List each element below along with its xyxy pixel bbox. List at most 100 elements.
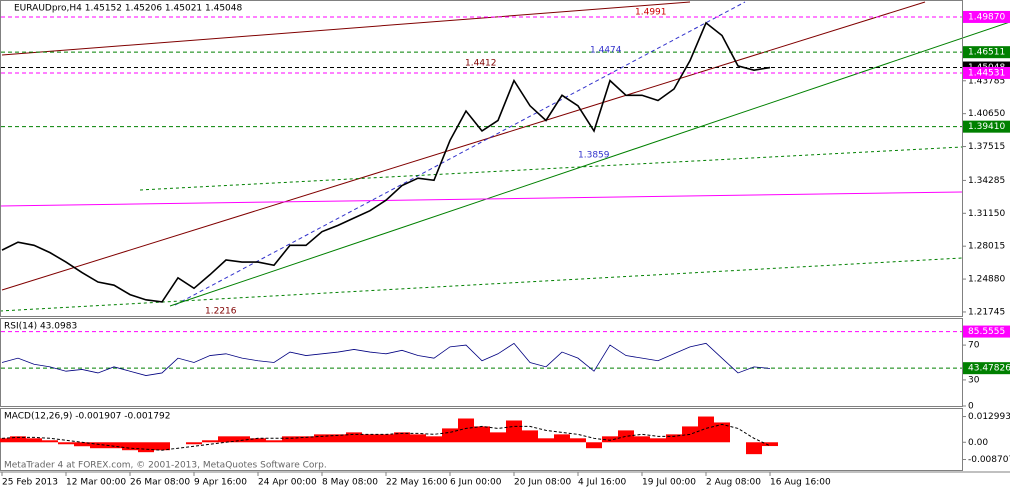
x-tick-label: 22 May 16:00	[386, 478, 448, 488]
price-annotation: 1.2216	[205, 307, 237, 317]
level-label: 1.44531	[968, 68, 1005, 78]
histogram-bar	[106, 442, 122, 449]
histogram-bar	[394, 432, 410, 443]
panel-frame	[0, 318, 963, 407]
y-tick-label: 1.21745	[968, 307, 1005, 317]
y-tick-label: 1.37515	[968, 142, 1005, 152]
signal-line	[1, 423, 771, 451]
histogram-bar	[234, 436, 250, 443]
histogram-bar	[330, 434, 346, 443]
histogram-bar	[746, 442, 762, 455]
level-badge	[963, 362, 1010, 375]
level-badge	[963, 120, 1010, 133]
y-tick-label: 70	[968, 341, 980, 351]
y-tick-label: 1.24880	[968, 275, 1005, 285]
x-tick-label: 24 Apr 00:00	[258, 478, 317, 488]
x-tick-label: 25 Feb 2013	[2, 478, 58, 488]
price-line	[1, 342, 771, 376]
y-tick-label: 0	[968, 402, 974, 412]
x-tick-label: 20 Jun 08:00	[514, 478, 571, 488]
histogram-bar	[74, 442, 90, 447]
histogram-bar	[714, 422, 730, 443]
y-tick-label: 1.34285	[968, 176, 1005, 186]
footer: MetaTrader 4 at FOREX.com, © 2001-2013, …	[4, 461, 327, 471]
histogram-bar	[138, 442, 154, 453]
price-annotation: 1.4412	[465, 59, 497, 69]
histogram-bar	[250, 438, 266, 443]
price-annotation: 1.4474	[590, 46, 622, 56]
panel-frame	[0, 0, 963, 317]
y-tick-label: -0.008707	[968, 455, 1010, 465]
histogram-bar	[538, 438, 554, 443]
histogram-bar	[410, 434, 426, 443]
histogram-bar	[282, 436, 298, 443]
price-line	[1, 21, 771, 303]
y-tick-label: 30	[968, 375, 980, 385]
histogram-bar	[618, 430, 634, 443]
histogram-bar	[554, 434, 570, 443]
histogram-bar	[202, 440, 218, 443]
histogram-bar	[58, 442, 74, 445]
level-badge	[963, 46, 1010, 59]
level-label: 85.5555	[968, 327, 1005, 337]
histogram-bar	[186, 442, 202, 445]
histogram-bar	[634, 436, 650, 443]
price-annotation: 1.4991	[635, 8, 667, 18]
x-tick-label: 8 May 08:00	[322, 478, 378, 488]
y-tick-label: 1.31150	[968, 209, 1005, 219]
rsi-title: RSI(14) 43.0983	[4, 322, 77, 332]
histogram-bar	[218, 436, 234, 443]
x-tick-label: 6 Jun 00:00	[450, 478, 502, 488]
histogram-bar	[378, 434, 394, 443]
histogram-bar	[506, 420, 522, 443]
histogram-bar	[522, 430, 538, 443]
histogram-bar	[10, 436, 26, 443]
histogram-bar	[298, 436, 314, 443]
chart-title: EURAUDpro,H4 1.45152 1.45206 1.45021 1.4…	[14, 4, 242, 14]
histogram-bar	[650, 438, 666, 443]
histogram-bar	[586, 442, 602, 449]
price-annotation: 1.3859	[578, 151, 610, 161]
level-label: 1.46511	[968, 48, 1005, 58]
x-tick-label: 19 Jul 00:00	[642, 478, 696, 488]
histogram-bar	[42, 440, 58, 443]
x-tick-label: 2 Aug 08:00	[706, 478, 761, 488]
trend-lines	[0, 1, 1010, 312]
x-tick-label: 4 Jul 16:00	[578, 478, 627, 488]
histogram-bar	[90, 442, 106, 449]
level-label: 1.39410	[968, 122, 1005, 132]
trend-line	[0, 257, 963, 312]
x-tick-label: 9 Apr 16:00	[194, 478, 247, 488]
histogram-bar	[602, 436, 618, 443]
histogram-bar	[762, 442, 778, 447]
histogram-bar	[266, 440, 282, 443]
histogram-bar	[0, 438, 10, 443]
channel-line	[174, 1, 746, 306]
level-badge	[963, 66, 1010, 79]
trend-line	[169, 21, 1010, 307]
y-tick-label: 0.00	[968, 438, 988, 448]
histogram-bar	[154, 442, 170, 451]
histogram-bar	[458, 418, 474, 443]
histogram-bar	[490, 432, 506, 443]
level-badge	[963, 325, 1010, 338]
trend-line	[139, 146, 963, 191]
y-tick-label: 1.43785	[968, 76, 1005, 86]
x-tick-label: 12 Mar 00:00	[66, 478, 126, 488]
level-label: 1.49870	[968, 12, 1005, 22]
x-tick-label: 16 Aug 16:00	[770, 478, 831, 488]
histogram-bar	[314, 434, 330, 443]
histogram-bar	[666, 434, 682, 443]
macd-title: MACD(12,26,9) -0.001907 -0.001792	[4, 412, 170, 422]
histogram-bar	[442, 428, 458, 443]
trend-line	[0, 191, 963, 207]
histogram-bar	[122, 442, 138, 451]
histogram-bar	[346, 432, 362, 443]
level-label: 43.47826	[968, 364, 1010, 374]
histogram-bar	[362, 434, 378, 443]
y-tick-label: 0.012993	[968, 412, 1010, 422]
level-badge	[963, 10, 1010, 23]
histogram-bar	[26, 438, 42, 443]
